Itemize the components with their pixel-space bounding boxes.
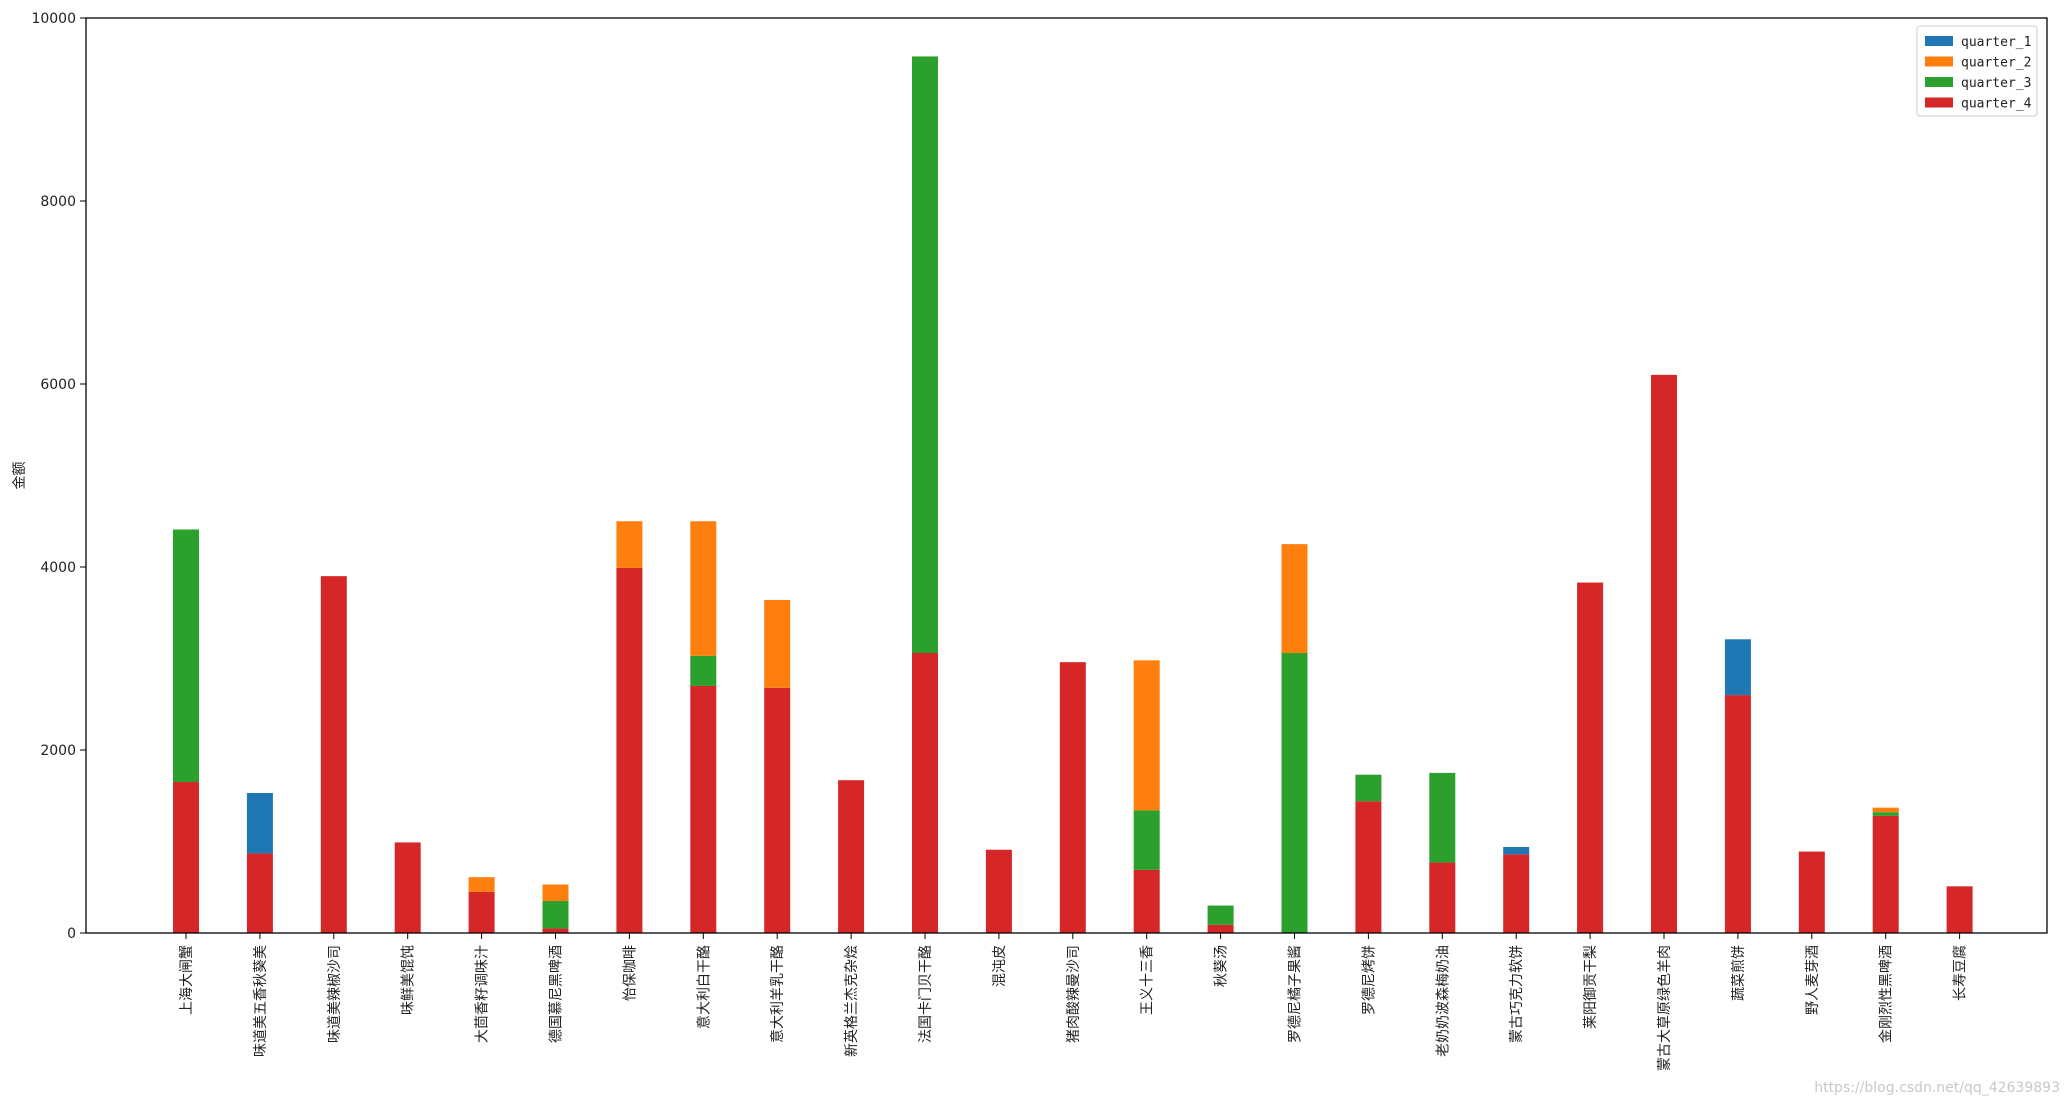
legend-swatch-quarter_4 — [1925, 97, 1953, 108]
x-tick-label: 蒙古巧克力软饼 — [1509, 945, 1525, 1043]
x-tick-label: 味道美辣椒沙司 — [327, 945, 343, 1043]
bar-quarter_4 — [1577, 582, 1604, 933]
y-tick-label: 4000 — [40, 560, 76, 576]
x-tick-label: 味鲜美馄饨 — [401, 945, 417, 1015]
x-tick-label: 罗德尼烤饼 — [1361, 945, 1377, 1015]
legend-label-quarter_4: quarter_4 — [1961, 97, 2032, 112]
legend-label-quarter_2: quarter_2 — [1961, 56, 2031, 71]
bar-quarter_4 — [764, 687, 791, 933]
bar-quarter_4 — [1133, 869, 1160, 933]
bar-quarter_4 — [1872, 815, 1899, 933]
bar-quarter_2 — [1872, 807, 1899, 813]
x-tick-label: 新英格兰杰克杂烩 — [843, 945, 860, 1057]
bar-quarter_4 — [838, 780, 865, 933]
legend-swatch-quarter_3 — [1925, 77, 1953, 87]
legend: quarter_1 quarter_2 quarter_3 quarter_4 — [1916, 25, 2038, 117]
x-tick-label: 蒙古大草原绿色羊肉 — [1656, 945, 1673, 1071]
bar-quarter_4 — [173, 782, 199, 933]
bar-quarter_4 — [985, 849, 1012, 933]
bar-quarter_2 — [764, 599, 791, 688]
bar-quarter_2 — [690, 521, 717, 656]
x-tick-label: 王义十三香 — [1140, 945, 1156, 1015]
x-tick-label: 野人麦芽酒 — [1805, 945, 1821, 1015]
watermark-text: https://blog.csdn.net/qq_42639893 — [1814, 1080, 2060, 1096]
x-tick-label: 法国卡门贝干酪 — [918, 945, 934, 1043]
bar-quarter_4 — [1651, 374, 1677, 934]
legend-swatch-quarter_1 — [1925, 36, 1953, 46]
bar-quarter_4 — [542, 928, 569, 933]
y-tick-label: 10000 — [31, 11, 76, 27]
bar-quarter_1 — [246, 793, 273, 854]
x-axis: 上海大闸蟹 味道美五香秋葵美 味道美辣椒沙司 味鲜美馄饨 大茴香籽调味汁 德国慕尼黑啤酒 怡… — [179, 933, 1969, 1071]
bar-quarter_4 — [1429, 862, 1456, 933]
bar-quarter_4 — [1059, 662, 1086, 933]
bar-quarter_3 — [1429, 772, 1456, 863]
y-tick-label: 0 — [67, 926, 76, 942]
bar-quarter_3 — [1355, 774, 1382, 802]
x-tick-label: 怡保咖啡 — [622, 945, 638, 1001]
bar-quarter_4 — [1503, 854, 1530, 933]
x-tick-label: 蔬菜煎饼 — [1731, 945, 1747, 1001]
bars-layer — [173, 56, 1973, 934]
bar-quarter_4 — [1207, 924, 1234, 933]
x-tick-label: 长寿豆腐 — [1952, 945, 1969, 1001]
bar-quarter_2 — [1281, 544, 1308, 654]
x-tick-label: 意大利羊乳干酪 — [769, 945, 786, 1043]
y-axis-label: 金额 — [12, 462, 28, 490]
x-tick-label: 意大利白干酪 — [695, 945, 712, 1029]
bar-quarter_4 — [1946, 886, 1973, 933]
plot-frame — [85, 17, 2048, 934]
bar-quarter_4 — [468, 891, 495, 933]
y-tick-label: 2000 — [40, 743, 76, 759]
bar-quarter_3 — [1281, 653, 1308, 933]
bar-quarter_3 — [1207, 905, 1234, 925]
bar-quarter_4 — [1724, 695, 1751, 933]
bar-quarter_4 — [246, 853, 273, 933]
x-tick-label: 大茴香籽调味汁 — [475, 945, 491, 1043]
legend-box — [1916, 25, 2038, 117]
x-tick-label: 混沌皮 — [992, 945, 1008, 987]
bar-quarter_4 — [616, 567, 643, 933]
x-tick-label: 上海大闸蟹 — [179, 945, 195, 1015]
bar-quarter_4 — [1355, 801, 1382, 933]
x-tick-label: 金刚烈性黑啤酒 — [1879, 945, 1895, 1043]
bar-quarter_1 — [1503, 846, 1530, 855]
bar-quarter_4 — [912, 653, 938, 933]
x-tick-label: 猪肉酸辣曼沙司 — [1066, 945, 1082, 1043]
x-tick-label: 莱阳御贡干梨 — [1583, 945, 1599, 1029]
bar-quarter_3 — [173, 529, 199, 783]
bar-quarter_3 — [1872, 812, 1899, 816]
bar-quarter_2 — [468, 877, 495, 892]
bar-quarter_3 — [542, 900, 569, 929]
x-tick-label: 味道美五香秋葵美 — [253, 945, 269, 1057]
bar-quarter_3 — [690, 655, 717, 686]
bar-quarter_2 — [616, 521, 643, 568]
bar-quarter_3 — [1133, 810, 1160, 870]
bar-quarter_2 — [1133, 660, 1160, 811]
bar-quarter_4 — [394, 842, 421, 933]
y-tick-label: 6000 — [40, 377, 76, 393]
legend-swatch-quarter_2 — [1925, 56, 1953, 67]
bar-quarter_3 — [912, 56, 938, 654]
x-tick-label: 老奶奶波森梅奶油 — [1435, 945, 1451, 1057]
y-tick-label: 8000 — [40, 194, 76, 210]
bar-quarter_4 — [690, 685, 717, 933]
x-tick-label: 秋葵汤 — [1214, 945, 1230, 987]
bar-quarter_4 — [1798, 851, 1825, 933]
bar-quarter_2 — [542, 884, 569, 901]
legend-label-quarter_1: quarter_1 — [1961, 35, 2031, 50]
x-tick-label: 罗德尼橘子果酱 — [1288, 945, 1304, 1043]
bar-quarter_1 — [1724, 639, 1751, 696]
legend-label-quarter_3: quarter_3 — [1961, 76, 2031, 91]
y-axis: 0 2000 4000 6000 8000 10000 — [31, 11, 86, 942]
bar-quarter_4 — [320, 576, 347, 933]
x-tick-label: 德国慕尼黑啤酒 — [549, 945, 565, 1043]
